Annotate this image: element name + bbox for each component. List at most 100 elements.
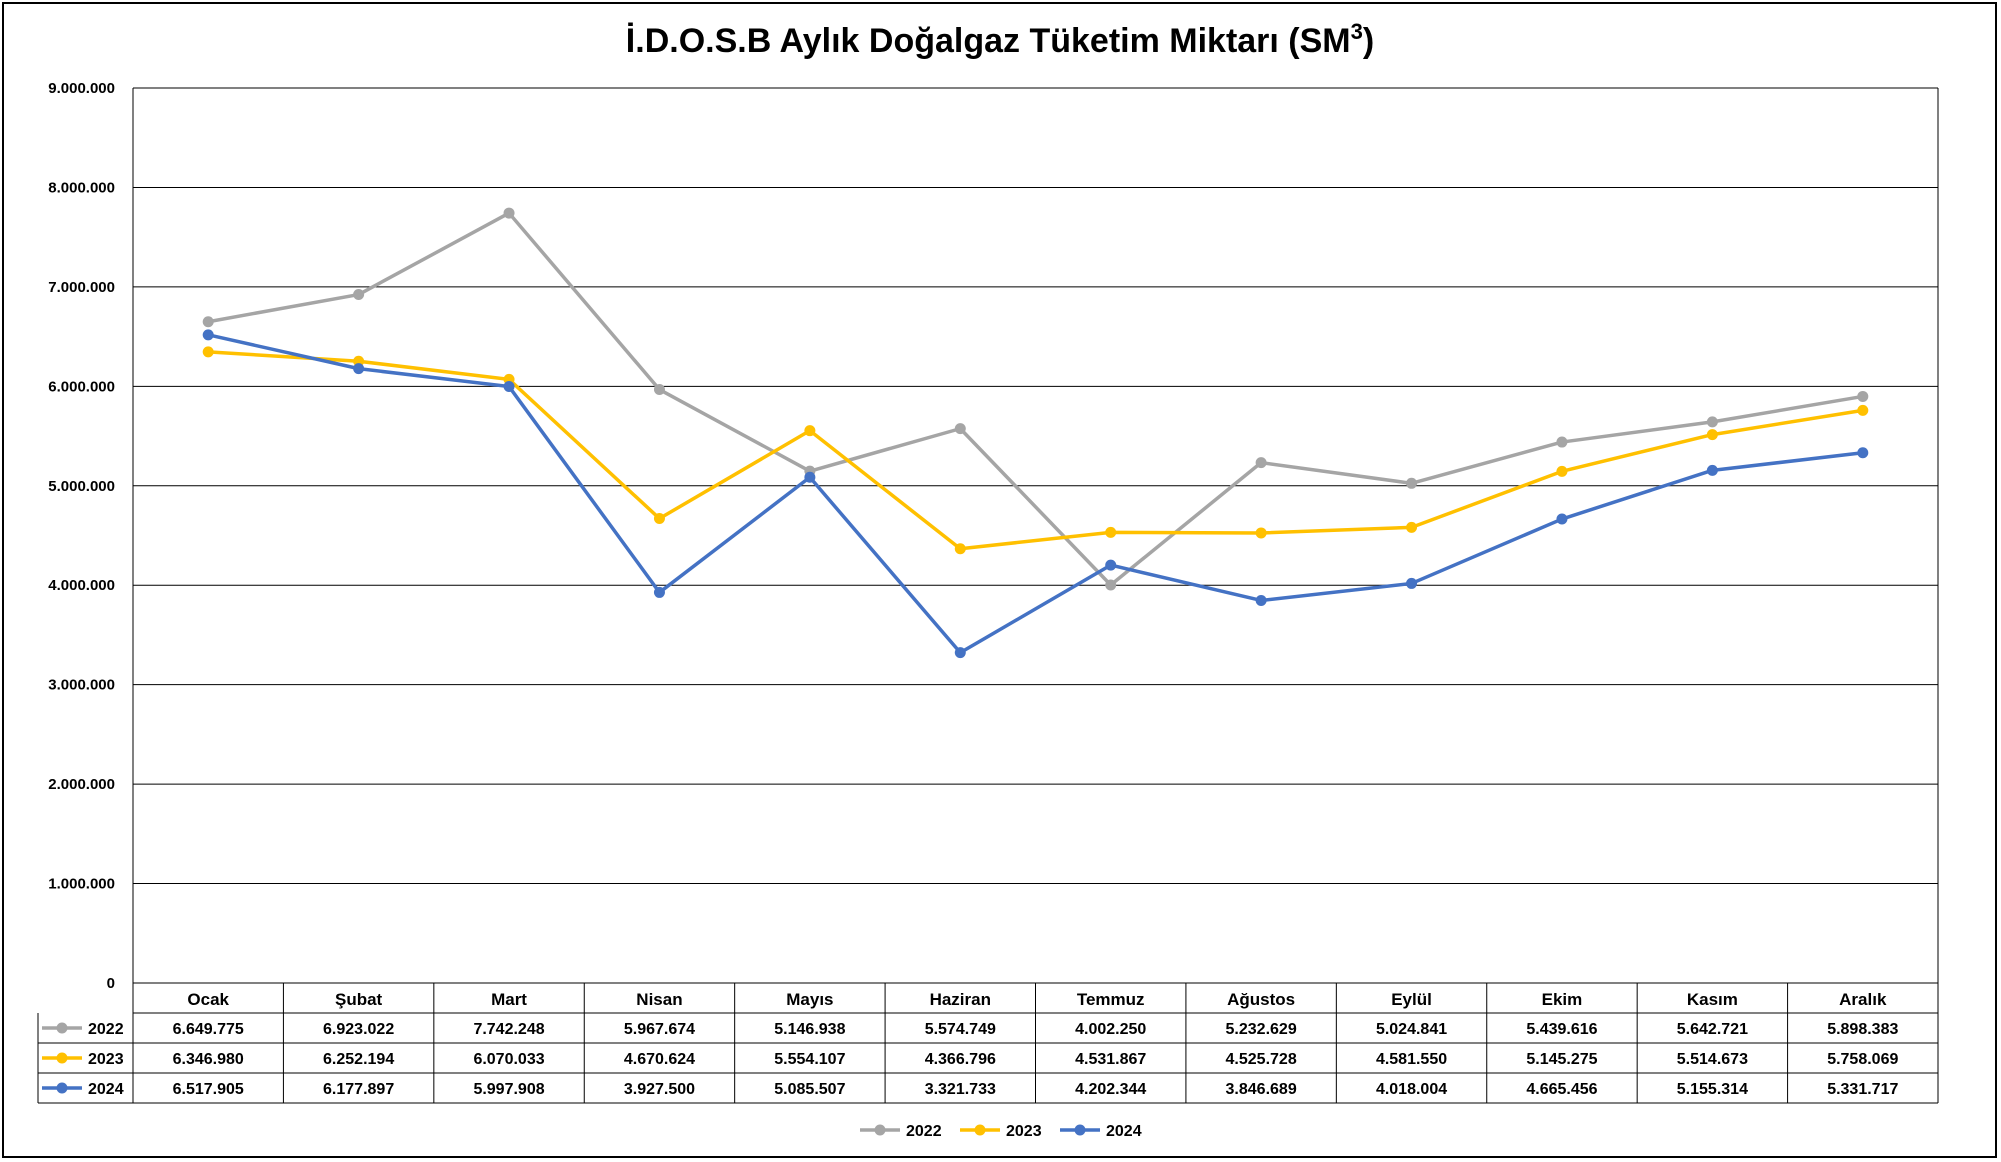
table-legend-marker-2024 <box>56 1082 68 1094</box>
category-label: Eylül <box>1391 990 1432 1009</box>
table-series-name: 2023 <box>88 1051 124 1068</box>
data-table: Ocak Şubat Mart Nisan Mayıs Haziran Temmuz Ağus… <box>37 982 1939 1104</box>
data-point-2024 <box>1406 577 1418 589</box>
category-label: Aralık <box>1839 990 1887 1009</box>
data-label: 5.967.674 <box>624 1021 695 1038</box>
data-point-2022 <box>954 423 966 435</box>
data-label: 5.439.616 <box>1526 1021 1597 1038</box>
data-label: 5.024.841 <box>1376 1021 1447 1038</box>
data-label: 5.642.721 <box>1677 1021 1748 1038</box>
data-point-2022 <box>1556 436 1568 448</box>
series-line-2023 <box>208 350 1864 551</box>
data-label: 4.525.728 <box>1226 1051 1297 1068</box>
data-point-2023 <box>1406 521 1418 533</box>
legend-marker-2024 <box>1074 1124 1086 1136</box>
data-point-2023 <box>653 513 665 525</box>
category-label: Temmuz <box>1077 990 1145 1009</box>
chart-title-close: ) <box>1363 22 1374 60</box>
series-lines <box>202 207 1869 659</box>
y-tick-label: 7.000.000 <box>48 279 115 296</box>
category-label: Mayıs <box>786 990 833 1009</box>
data-label: 4.581.550 <box>1376 1051 1447 1068</box>
data-point-2024 <box>1105 559 1117 571</box>
data-point-2022 <box>1706 416 1718 428</box>
data-point-2022 <box>202 316 214 328</box>
data-label: 5.232.629 <box>1226 1021 1297 1038</box>
grid-lines <box>132 87 1939 983</box>
series-line-2024 <box>207 333 1863 655</box>
data-point-2024 <box>1255 594 1267 606</box>
data-point-2023 <box>1556 465 1568 477</box>
data-label: 6.517.905 <box>173 1081 244 1098</box>
data-label: 4.002.250 <box>1075 1021 1146 1038</box>
data-label: 5.554.107 <box>774 1051 845 1068</box>
data-point-2024 <box>804 471 816 483</box>
y-tick-label: 3.000.000 <box>48 677 115 694</box>
data-label: 5.898.383 <box>1827 1021 1898 1038</box>
data-label: 4.670.624 <box>624 1051 695 1068</box>
y-tick-label: 4.000.000 <box>48 577 115 594</box>
data-label: 4.531.867 <box>1075 1051 1146 1068</box>
data-label: 5.085.507 <box>774 1081 845 1098</box>
legend-label: 2023 <box>1006 1123 1042 1140</box>
legend: 2022 2023 2024 <box>860 1123 1142 1140</box>
data-label: 6.923.022 <box>323 1021 394 1038</box>
table-series-name: 2024 <box>88 1081 124 1098</box>
data-point-2024 <box>653 586 665 598</box>
data-label: 3.846.689 <box>1226 1081 1297 1098</box>
y-axis: 0 1.000.000 2.000.000 3.000.000 4.000.000 5.0… <box>48 80 115 992</box>
data-label: 6.070.033 <box>473 1051 544 1068</box>
data-label: 6.252.194 <box>323 1051 394 1068</box>
y-tick-label: 5.000.000 <box>48 478 115 495</box>
data-point-2022 <box>1255 457 1267 469</box>
data-point-2022 <box>1406 477 1418 489</box>
data-point-2023 <box>1857 404 1869 416</box>
data-point-2023 <box>1706 429 1718 441</box>
category-label: Şubat <box>335 990 383 1009</box>
data-point-2022 <box>1105 579 1117 591</box>
y-tick-label: 0 <box>107 975 115 992</box>
data-point-2022 <box>1857 390 1869 402</box>
legend-label: 2024 <box>1106 1123 1142 1140</box>
data-point-2024 <box>954 647 966 659</box>
data-label: 4.202.344 <box>1075 1081 1146 1098</box>
y-tick-label: 8.000.000 <box>48 179 115 196</box>
category-label: Ekim <box>1542 990 1583 1009</box>
data-point-2024 <box>1556 513 1568 525</box>
category-label: Kasım <box>1687 990 1738 1009</box>
data-point-2022 <box>353 289 365 301</box>
chart-title: İ.D.O.S.B Aylık Doğalgaz Tüketim Miktarı… <box>626 19 1374 60</box>
y-tick-label: 9.000.000 <box>48 80 115 97</box>
data-label: 4.018.004 <box>1376 1081 1447 1098</box>
data-point-2024 <box>1706 464 1718 476</box>
series-line-2022 <box>207 211 1864 587</box>
data-point-2023 <box>954 543 966 555</box>
data-label: 5.997.908 <box>473 1081 544 1098</box>
legend-marker-2023 <box>974 1124 986 1136</box>
data-point-2024 <box>353 363 365 375</box>
data-label: 6.649.775 <box>173 1021 244 1038</box>
table-legend-marker-2022 <box>56 1022 68 1034</box>
data-label: 3.321.733 <box>925 1081 996 1098</box>
data-point-2023 <box>202 346 214 358</box>
category-label: Haziran <box>930 990 991 1009</box>
data-label: 4.366.796 <box>925 1051 996 1068</box>
data-point-2024 <box>503 381 515 393</box>
data-point-2022 <box>653 384 665 396</box>
data-label: 3.927.500 <box>624 1081 695 1098</box>
data-point-2023 <box>1255 527 1267 539</box>
data-label: 6.346.980 <box>173 1051 244 1068</box>
data-point-2023 <box>804 425 816 437</box>
data-label: 7.742.248 <box>473 1021 544 1038</box>
category-label: Nisan <box>636 990 682 1009</box>
y-tick-label: 6.000.000 <box>48 378 115 395</box>
table-legend-marker-2023 <box>56 1052 68 1064</box>
y-tick-label: 2.000.000 <box>48 776 115 793</box>
y-tick-label: 1.000.000 <box>48 876 115 893</box>
data-point-2024 <box>1857 447 1869 459</box>
legend-marker-2022 <box>874 1124 886 1136</box>
table-series-name: 2022 <box>88 1021 124 1038</box>
data-label: 5.758.069 <box>1827 1051 1898 1068</box>
